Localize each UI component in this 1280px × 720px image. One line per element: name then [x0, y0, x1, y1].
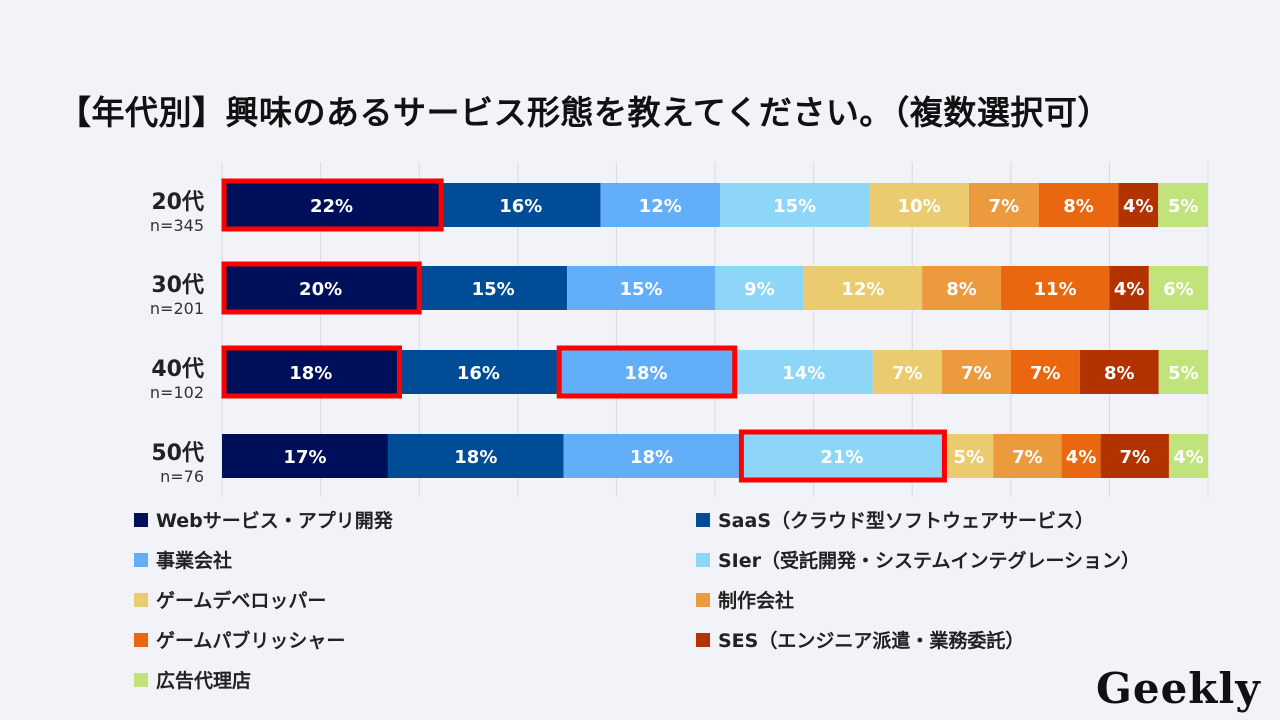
data-label: 4% — [1173, 447, 1204, 468]
data-label: 7% — [1012, 447, 1043, 468]
category-label: 30代 — [151, 273, 204, 298]
bar-segment — [719, 183, 870, 227]
data-label: 4% — [1114, 279, 1145, 300]
bar-segment — [1158, 183, 1208, 227]
data-label: 5% — [1168, 363, 1199, 384]
data-label: 14% — [782, 363, 825, 384]
data-label: 12% — [841, 279, 884, 300]
bar-segment — [734, 350, 873, 394]
sample-size-label: n=345 — [150, 216, 204, 235]
bar-segment — [1158, 350, 1208, 394]
bar-segment — [968, 183, 1039, 227]
data-label: 12% — [639, 196, 682, 217]
data-label: 8% — [1104, 363, 1135, 384]
highlight-boxes — [221, 178, 947, 483]
bar-segment — [941, 350, 1011, 394]
bar-segment — [1100, 434, 1169, 478]
bar-segment — [222, 266, 420, 310]
bar-segment — [872, 350, 942, 394]
highlight-box — [556, 345, 738, 399]
data-label: 15% — [472, 279, 515, 300]
category-label: 50代 — [151, 441, 204, 466]
data-label: 4% — [1066, 447, 1097, 468]
data-label: 20% — [299, 279, 342, 300]
highlight-box — [221, 261, 422, 315]
sample-size-label: n=76 — [160, 467, 204, 486]
data-label: 22% — [310, 196, 353, 217]
bar-segment — [869, 183, 969, 227]
bar-segment — [1168, 434, 1208, 478]
bars: 22% 16% 12% 15% 10% 7% 8% 4% 5% 20% 15% 15% 9% 12% 8% 1… — [222, 183, 1208, 478]
sample-size-label: n=201 — [150, 299, 204, 318]
data-label: 18% — [630, 447, 673, 468]
bar-segment — [1148, 266, 1208, 310]
category-label: 20代 — [151, 190, 204, 215]
data-label: 15% — [773, 196, 816, 217]
bar-segment — [1109, 266, 1149, 310]
data-label: 11% — [1034, 279, 1077, 300]
data-label: 18% — [454, 447, 497, 468]
data-label: 4% — [1123, 196, 1154, 217]
bar-segment — [567, 266, 715, 310]
data-label: 8% — [1063, 196, 1094, 217]
bar-segment — [739, 434, 945, 478]
bar-segment — [441, 183, 601, 227]
data-label: 7% — [1120, 447, 1151, 468]
bar-segment — [222, 434, 388, 478]
data-label: 7% — [961, 363, 992, 384]
bar-segment — [1061, 434, 1101, 478]
highlight-box — [221, 178, 444, 232]
bar-segment — [944, 434, 994, 478]
geekly-logo: Geekly — [1096, 664, 1261, 713]
bar-segment — [922, 266, 1001, 310]
data-label: 7% — [892, 363, 923, 384]
data-label: 7% — [1030, 363, 1061, 384]
sample-size-label: n=102 — [150, 383, 204, 402]
category-label: 40代 — [151, 357, 204, 382]
data-label: 9% — [744, 279, 775, 300]
bar-segment — [1010, 350, 1080, 394]
bar-segment — [563, 434, 740, 478]
bar-segment — [222, 350, 400, 394]
bar-segment — [1118, 183, 1159, 227]
data-label: 16% — [457, 363, 500, 384]
data-label: 10% — [898, 196, 941, 217]
data-label: 21% — [820, 447, 863, 468]
bar-segment — [387, 434, 564, 478]
bar-segment — [1000, 266, 1110, 310]
data-label: 8% — [946, 279, 977, 300]
bar-segment — [399, 350, 558, 394]
bar-segment — [1079, 350, 1159, 394]
bar-segment — [803, 266, 923, 310]
data-label: 15% — [620, 279, 663, 300]
data-label: 5% — [954, 447, 985, 468]
highlight-box — [221, 345, 402, 399]
bar-segment — [715, 266, 804, 310]
data-label: 5% — [1168, 196, 1199, 217]
highlight-box — [738, 429, 947, 483]
bar-segment — [993, 434, 1062, 478]
chart-title: 【年代別】興味のあるサービス形態を教えてください。（複数選択可） — [58, 93, 1111, 132]
data-label: 18% — [624, 363, 667, 384]
bar-segment — [557, 350, 735, 394]
bar-segment — [419, 266, 568, 310]
bar-segment — [600, 183, 720, 227]
data-label: 17% — [283, 447, 326, 468]
bar-segment — [222, 183, 442, 227]
data-label: 16% — [499, 196, 542, 217]
data-label: 18% — [289, 363, 332, 384]
data-label: 7% — [989, 196, 1020, 217]
data-label: 6% — [1163, 279, 1194, 300]
bar-segment — [1038, 183, 1119, 227]
